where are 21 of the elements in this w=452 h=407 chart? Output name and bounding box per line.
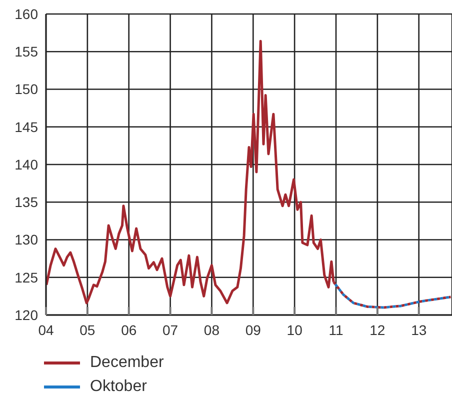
- y-tick-label: 140: [14, 156, 38, 172]
- x-tick-label: 04: [38, 322, 54, 338]
- y-tick-label: 125: [14, 269, 38, 286]
- x-tick-label: 05: [80, 322, 96, 338]
- x-tick-label: 06: [121, 322, 137, 338]
- x-tick-label: 08: [204, 322, 220, 338]
- y-tick-label: 145: [14, 118, 38, 135]
- x-tick-label: 12: [370, 322, 386, 338]
- x-tick-label: 13: [411, 322, 427, 338]
- legend-label: December: [90, 353, 164, 373]
- x-tick-label: 07: [162, 322, 178, 338]
- y-tick-label: 130: [14, 232, 38, 248]
- x-tick-label: 10: [286, 322, 303, 338]
- y-tick-label: 155: [14, 44, 38, 60]
- y-tick-label: 160: [14, 6, 38, 22]
- legend-label: Oktober: [90, 377, 147, 397]
- y-tick-label: 135: [14, 194, 38, 210]
- x-tick-label: 09: [245, 322, 262, 338]
- y-tick-label: 150: [14, 81, 38, 98]
- x-tick-label: 11: [328, 322, 344, 338]
- y-tick-label: 120: [14, 306, 38, 323]
